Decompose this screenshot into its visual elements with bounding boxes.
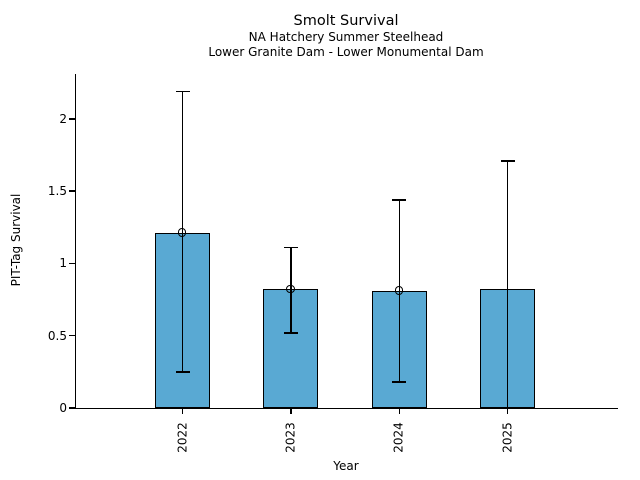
- error-cap-low-2023: [283, 332, 298, 334]
- x-tick-mark-2024: [398, 409, 400, 415]
- error-bar-2025: [506, 160, 509, 408]
- plot-area: 0 0.5 1 1.5 2 2022 2023 2024 2025: [48, 74, 618, 453]
- x-tick-mark-2023: [290, 409, 292, 415]
- x-tick-mark-2025: [507, 409, 509, 415]
- x-tick-label-2022: 2022: [175, 422, 189, 453]
- y-tick-mark: [68, 118, 75, 120]
- y-tick-label: 2: [59, 111, 67, 126]
- x-tick-label-2024: 2024: [391, 422, 406, 453]
- point-marker-2022: [177, 228, 187, 237]
- chart-subtitle-reach: Lower Granite Dam - Lower Monumental Dam: [208, 45, 484, 59]
- y-axis-label: PIT-Tag Survival: [9, 193, 23, 287]
- error-cap-high-2022: [175, 90, 190, 93]
- error-cap-low-2022: [175, 371, 190, 373]
- error-cap-high-2025: [500, 160, 515, 162]
- x-tick-mark-2022: [181, 409, 184, 415]
- point-marker-2024: [394, 286, 404, 295]
- point-marker-2023: [286, 284, 295, 294]
- error-cap-high-2023: [283, 246, 298, 249]
- y-tick-label: 0.5: [47, 328, 67, 343]
- y-tick-mark: [68, 190, 75, 192]
- x-tick-label-2025: 2025: [500, 422, 515, 453]
- chart-title: Smolt Survival: [293, 13, 399, 29]
- x-axis-label: Year: [333, 459, 359, 473]
- error-cap-high-2024: [392, 199, 407, 201]
- y-tick-mark: [68, 335, 75, 337]
- y-tick-mark: [68, 262, 75, 265]
- y-tick-label: 0: [59, 401, 67, 415]
- x-tick-label-2023: 2023: [283, 422, 298, 453]
- y-tick-label: 1.5: [47, 184, 67, 199]
- y-tick-label: 1: [59, 256, 67, 271]
- chart-subtitle-stock: NA Hatchery Summer Steelhead: [248, 30, 444, 44]
- error-cap-low-2024: [392, 381, 407, 383]
- y-tick-mark: [68, 407, 75, 409]
